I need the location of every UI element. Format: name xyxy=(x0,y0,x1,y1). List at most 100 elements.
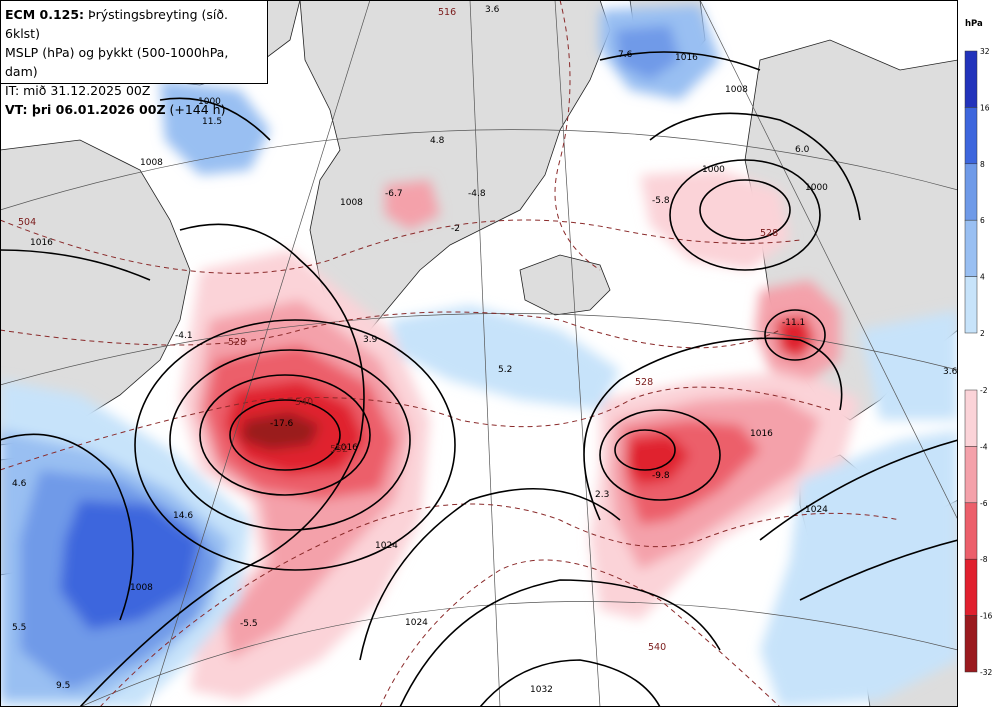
valid-time: VT: þri 06.01.2026 00Z xyxy=(5,102,166,117)
colorbar-tick-label: 6 xyxy=(980,216,985,225)
rise-region-northwest xyxy=(160,80,270,175)
center-value: 4.6 xyxy=(12,479,27,489)
center-value: 2.3 xyxy=(595,490,609,500)
isobar-label: 1016 xyxy=(675,53,698,63)
isobar-label: 1016 xyxy=(750,429,773,439)
center-value: -6.7 xyxy=(385,189,403,199)
colorbar-tick-label: -32 xyxy=(980,668,992,677)
isobar-label: 1008 xyxy=(725,85,748,95)
center-value: 3.6 xyxy=(943,367,958,377)
thickness-label: 516 xyxy=(438,7,456,18)
greenland-land xyxy=(299,0,611,346)
isobars xyxy=(0,51,958,707)
colorbar-tick-label: -6 xyxy=(980,499,988,508)
fall-region-west-max xyxy=(240,412,320,450)
graticule xyxy=(0,0,958,707)
colorbar-tick-label: -16 xyxy=(980,612,992,621)
fall-region-norway-core xyxy=(775,315,815,360)
thickness-label: 504 xyxy=(18,217,36,228)
isobar-label: 1000 xyxy=(198,97,221,107)
thickness-label: 540 xyxy=(648,642,666,653)
colorbar-swatch xyxy=(964,276,978,334)
chart-subtitle: MSLP (hPa) og þykkt (500-1000hPa, dam) xyxy=(5,45,229,79)
model-name: ECM 0.125: xyxy=(5,7,85,22)
isobar-label: 1024 xyxy=(805,505,828,515)
chart-title-line: ECM 0.125: Þrýstingsbreyting (síð. 6klst… xyxy=(5,5,263,43)
center-value: 4.8 xyxy=(430,136,445,146)
init-time: IT: mið 31.12.2025 00Z xyxy=(5,83,151,98)
center-value: 6.0 xyxy=(795,145,810,155)
fall-region-greenland xyxy=(385,180,440,230)
center-value: 11.5 xyxy=(202,117,222,127)
rise-region-central xyxy=(390,305,620,410)
rise-colorbar xyxy=(964,50,978,334)
isobar-label: 1032 xyxy=(530,685,553,695)
colorbar-tick-label: -2 xyxy=(980,386,988,395)
thickness-contours xyxy=(0,0,901,707)
weather-map: 1000 1008 1016 1000 1008 1016 1000 1016 … xyxy=(0,0,958,707)
chart-info-box: ECM 0.125: Þrýstingsbreyting (síð. 6klst… xyxy=(0,0,268,117)
isobar-label: 1024 xyxy=(405,618,428,628)
center-value: 9.5 xyxy=(56,681,70,691)
center-value: -9.8 xyxy=(652,471,670,481)
center-value: -11.1 xyxy=(782,318,805,328)
thickness-labels: 504 528 540 528 540 516 528 552 xyxy=(18,7,778,653)
rise-ticks: 32 16 8 6 4 2 xyxy=(980,47,990,338)
forecast-offset: (+144 h) xyxy=(169,102,226,117)
isobar-label: 1016 xyxy=(30,238,53,248)
colorbar-tick-label: 32 xyxy=(980,47,990,56)
center-value: -5.5 xyxy=(240,619,258,629)
center-value: -17.6 xyxy=(270,419,294,429)
center-value: -2 xyxy=(451,224,460,234)
colorbar-tick-label: 8 xyxy=(980,160,985,169)
colorbar-swatch xyxy=(964,163,978,221)
isobar-label: 1016 xyxy=(335,443,358,453)
colorbar-tick-label: 4 xyxy=(980,273,985,282)
colorbar-swatch xyxy=(964,107,978,165)
center-value: 7.6 xyxy=(618,50,633,60)
thickness-label: 540 xyxy=(295,397,313,408)
fall-colorbar xyxy=(964,389,978,673)
isobar-label: 1008 xyxy=(140,158,163,168)
center-value: 5.2 xyxy=(498,365,512,375)
fall-region-east-deep xyxy=(625,435,690,485)
rise-region-east xyxy=(860,310,958,420)
fall-ticks: -2 -4 -6 -8 -16 -32 xyxy=(980,386,992,677)
rise-region-southeast xyxy=(760,430,958,707)
colorbar-swatch xyxy=(964,50,978,108)
center-value: 3.9 xyxy=(363,335,378,345)
colorbar-tick-label: -4 xyxy=(980,442,988,451)
thickness-label: 528 xyxy=(635,377,653,388)
colorbar-swatch xyxy=(964,446,978,504)
isobar-label: 1008 xyxy=(340,198,363,208)
colorbar-tick-label: -8 xyxy=(980,555,988,564)
colorbar-swatch xyxy=(964,389,978,447)
isobar-labels: 1000 1008 1016 1000 1008 1016 1000 1016 … xyxy=(30,53,828,695)
thickness-label: 528 xyxy=(760,228,778,239)
center-value: -4.1 xyxy=(175,331,193,341)
center-value: -5.8 xyxy=(652,196,670,206)
iceland-land xyxy=(519,254,611,316)
fall-region-north xyxy=(640,170,790,270)
thickness-label: 552 xyxy=(330,444,348,455)
colorbar-swatch xyxy=(964,558,978,616)
center-value: -4.8 xyxy=(468,189,486,199)
center-value: 3.6 xyxy=(485,5,500,15)
colorbar-swatch xyxy=(964,615,978,673)
colorbar-legend: hPa 32 16 8 6 4 2 -2 -4 -6 -8 -16 -32 xyxy=(958,0,1000,707)
isobar-label: 1008 xyxy=(130,583,153,593)
center-value: 14.6 xyxy=(173,511,193,521)
pressure-change-values: -17.6 -11.1 -9.8 -6.7 -5.8 -5.5 -4.1 -2 … xyxy=(12,5,958,691)
colorbar-swatch xyxy=(964,219,978,277)
isobar-label: 1024 xyxy=(375,541,398,551)
colorbar-svg: hPa 32 16 8 6 4 2 -2 -4 -6 -8 -16 -32 xyxy=(964,19,992,677)
rise-region-southwest-deep xyxy=(60,500,200,630)
thickness-label: 528 xyxy=(228,337,246,348)
center-value: 5.5 xyxy=(12,623,26,633)
colorbar-tick-label: 16 xyxy=(980,103,990,112)
chart-title: Þrýstingsbreyting (síð. 6klst) xyxy=(5,7,228,41)
colorbar-tick-label: 2 xyxy=(980,329,985,338)
legend-unit: hPa xyxy=(965,19,983,29)
colorbar-swatch xyxy=(964,502,978,560)
